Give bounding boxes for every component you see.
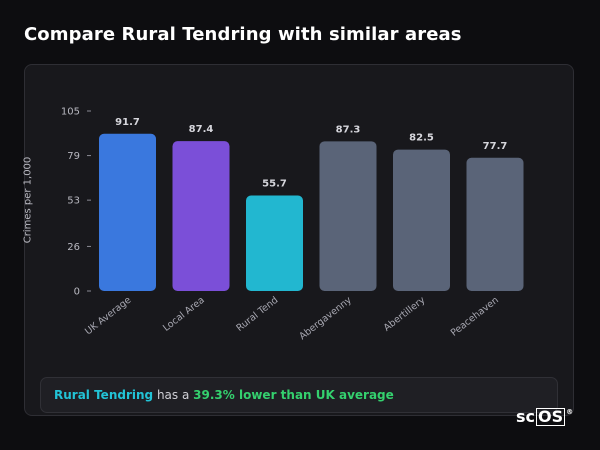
- bar[interactable]: [172, 141, 230, 291]
- logo-registered-mark: ®: [566, 408, 574, 416]
- comparison-summary: Rural Tendring has a 39.3% lower than UK…: [40, 377, 558, 413]
- y-tick-label: 0: [74, 287, 80, 298]
- logo-prefix: sc: [516, 407, 536, 426]
- x-tick-label: UK Average: [83, 295, 133, 338]
- bar[interactable]: [246, 195, 303, 291]
- summary-comparison: 39.3% lower than UK average: [193, 388, 394, 402]
- bar[interactable]: [393, 149, 450, 291]
- summary-connector: has a: [156, 388, 190, 402]
- bar-value-label: 55.7: [262, 179, 287, 190]
- logo-boxed-letters: OS: [536, 407, 566, 426]
- bar-value-label: 82.5: [409, 133, 434, 144]
- x-tick-label: Peacehaven: [449, 295, 501, 339]
- x-tick-label: Local Area: [161, 295, 207, 334]
- y-tick-label: 105: [61, 107, 80, 118]
- bar-value-label: 87.3: [336, 124, 361, 135]
- y-tick-label: 53: [67, 196, 80, 207]
- bar-value-label: 91.7: [115, 117, 140, 128]
- x-tick-label: Abertillery: [382, 294, 428, 333]
- brand-logo: sc OS ®: [516, 408, 573, 426]
- y-tick-label: 26: [67, 242, 80, 253]
- bar-value-label: 77.7: [483, 141, 508, 152]
- bar[interactable]: [466, 157, 524, 291]
- x-tick-label: Rural Tend: [234, 295, 280, 334]
- bar-value-label: 87.4: [189, 124, 214, 135]
- x-tick-label: Abergavenny: [297, 294, 354, 342]
- summary-area-name: Rural Tendring: [54, 388, 154, 402]
- bar[interactable]: [319, 141, 377, 291]
- y-axis-title: Crimes per 1,000: [22, 156, 34, 244]
- bar[interactable]: [99, 133, 156, 291]
- y-tick-label: 79: [67, 151, 80, 162]
- page-title: Compare Rural Tendring with similar area…: [24, 24, 462, 45]
